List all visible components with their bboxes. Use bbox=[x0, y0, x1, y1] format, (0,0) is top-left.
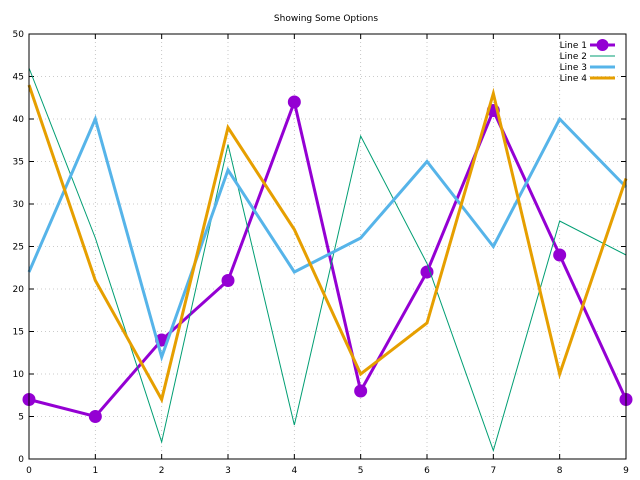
y-tick-label: 50 bbox=[13, 30, 25, 40]
y-tick-label: 35 bbox=[13, 158, 24, 168]
x-tick-label: 5 bbox=[358, 466, 364, 476]
legend-label: Line 1 bbox=[560, 41, 587, 51]
data-point bbox=[287, 95, 301, 109]
series-line-2 bbox=[28, 67, 627, 453]
y-tick-label: 45 bbox=[13, 73, 24, 83]
y-tick-label: 40 bbox=[13, 115, 25, 125]
chart-title: Showing Some Options bbox=[274, 14, 378, 24]
y-tick-label: 10 bbox=[13, 370, 25, 380]
data-point bbox=[354, 384, 368, 398]
x-tick-label: 2 bbox=[159, 466, 165, 476]
x-tick-label: 7 bbox=[490, 466, 496, 476]
data-point bbox=[88, 410, 102, 423]
legend-label: Line 3 bbox=[560, 63, 587, 73]
y-tick-label: 20 bbox=[13, 285, 25, 295]
x-tick-label: 1 bbox=[92, 466, 98, 476]
x-tick-label: 9 bbox=[623, 466, 629, 476]
series-line-4 bbox=[27, 84, 628, 404]
x-tick-label: 0 bbox=[26, 466, 32, 476]
series-line-3 bbox=[27, 114, 628, 362]
legend-marker bbox=[596, 39, 609, 51]
x-tick-label: 3 bbox=[225, 466, 231, 476]
y-tick-label: 25 bbox=[13, 243, 24, 253]
legend-label: Line 4 bbox=[560, 74, 588, 84]
series-group bbox=[22, 67, 633, 453]
y-tick-label: 5 bbox=[18, 413, 24, 423]
data-point bbox=[553, 248, 567, 262]
x-tick-label: 6 bbox=[424, 466, 430, 476]
y-tick-label: 30 bbox=[13, 200, 25, 210]
y-tick-label: 15 bbox=[13, 328, 24, 338]
plot-border bbox=[28, 33, 627, 460]
data-point bbox=[221, 274, 235, 287]
x-tick-label: 4 bbox=[291, 466, 297, 476]
x-tick-label: 8 bbox=[557, 466, 563, 476]
legend-label: Line 2 bbox=[560, 52, 587, 62]
series-line-1 bbox=[28, 96, 628, 419]
y-tick-label: 0 bbox=[18, 455, 24, 465]
data-point bbox=[420, 265, 434, 279]
